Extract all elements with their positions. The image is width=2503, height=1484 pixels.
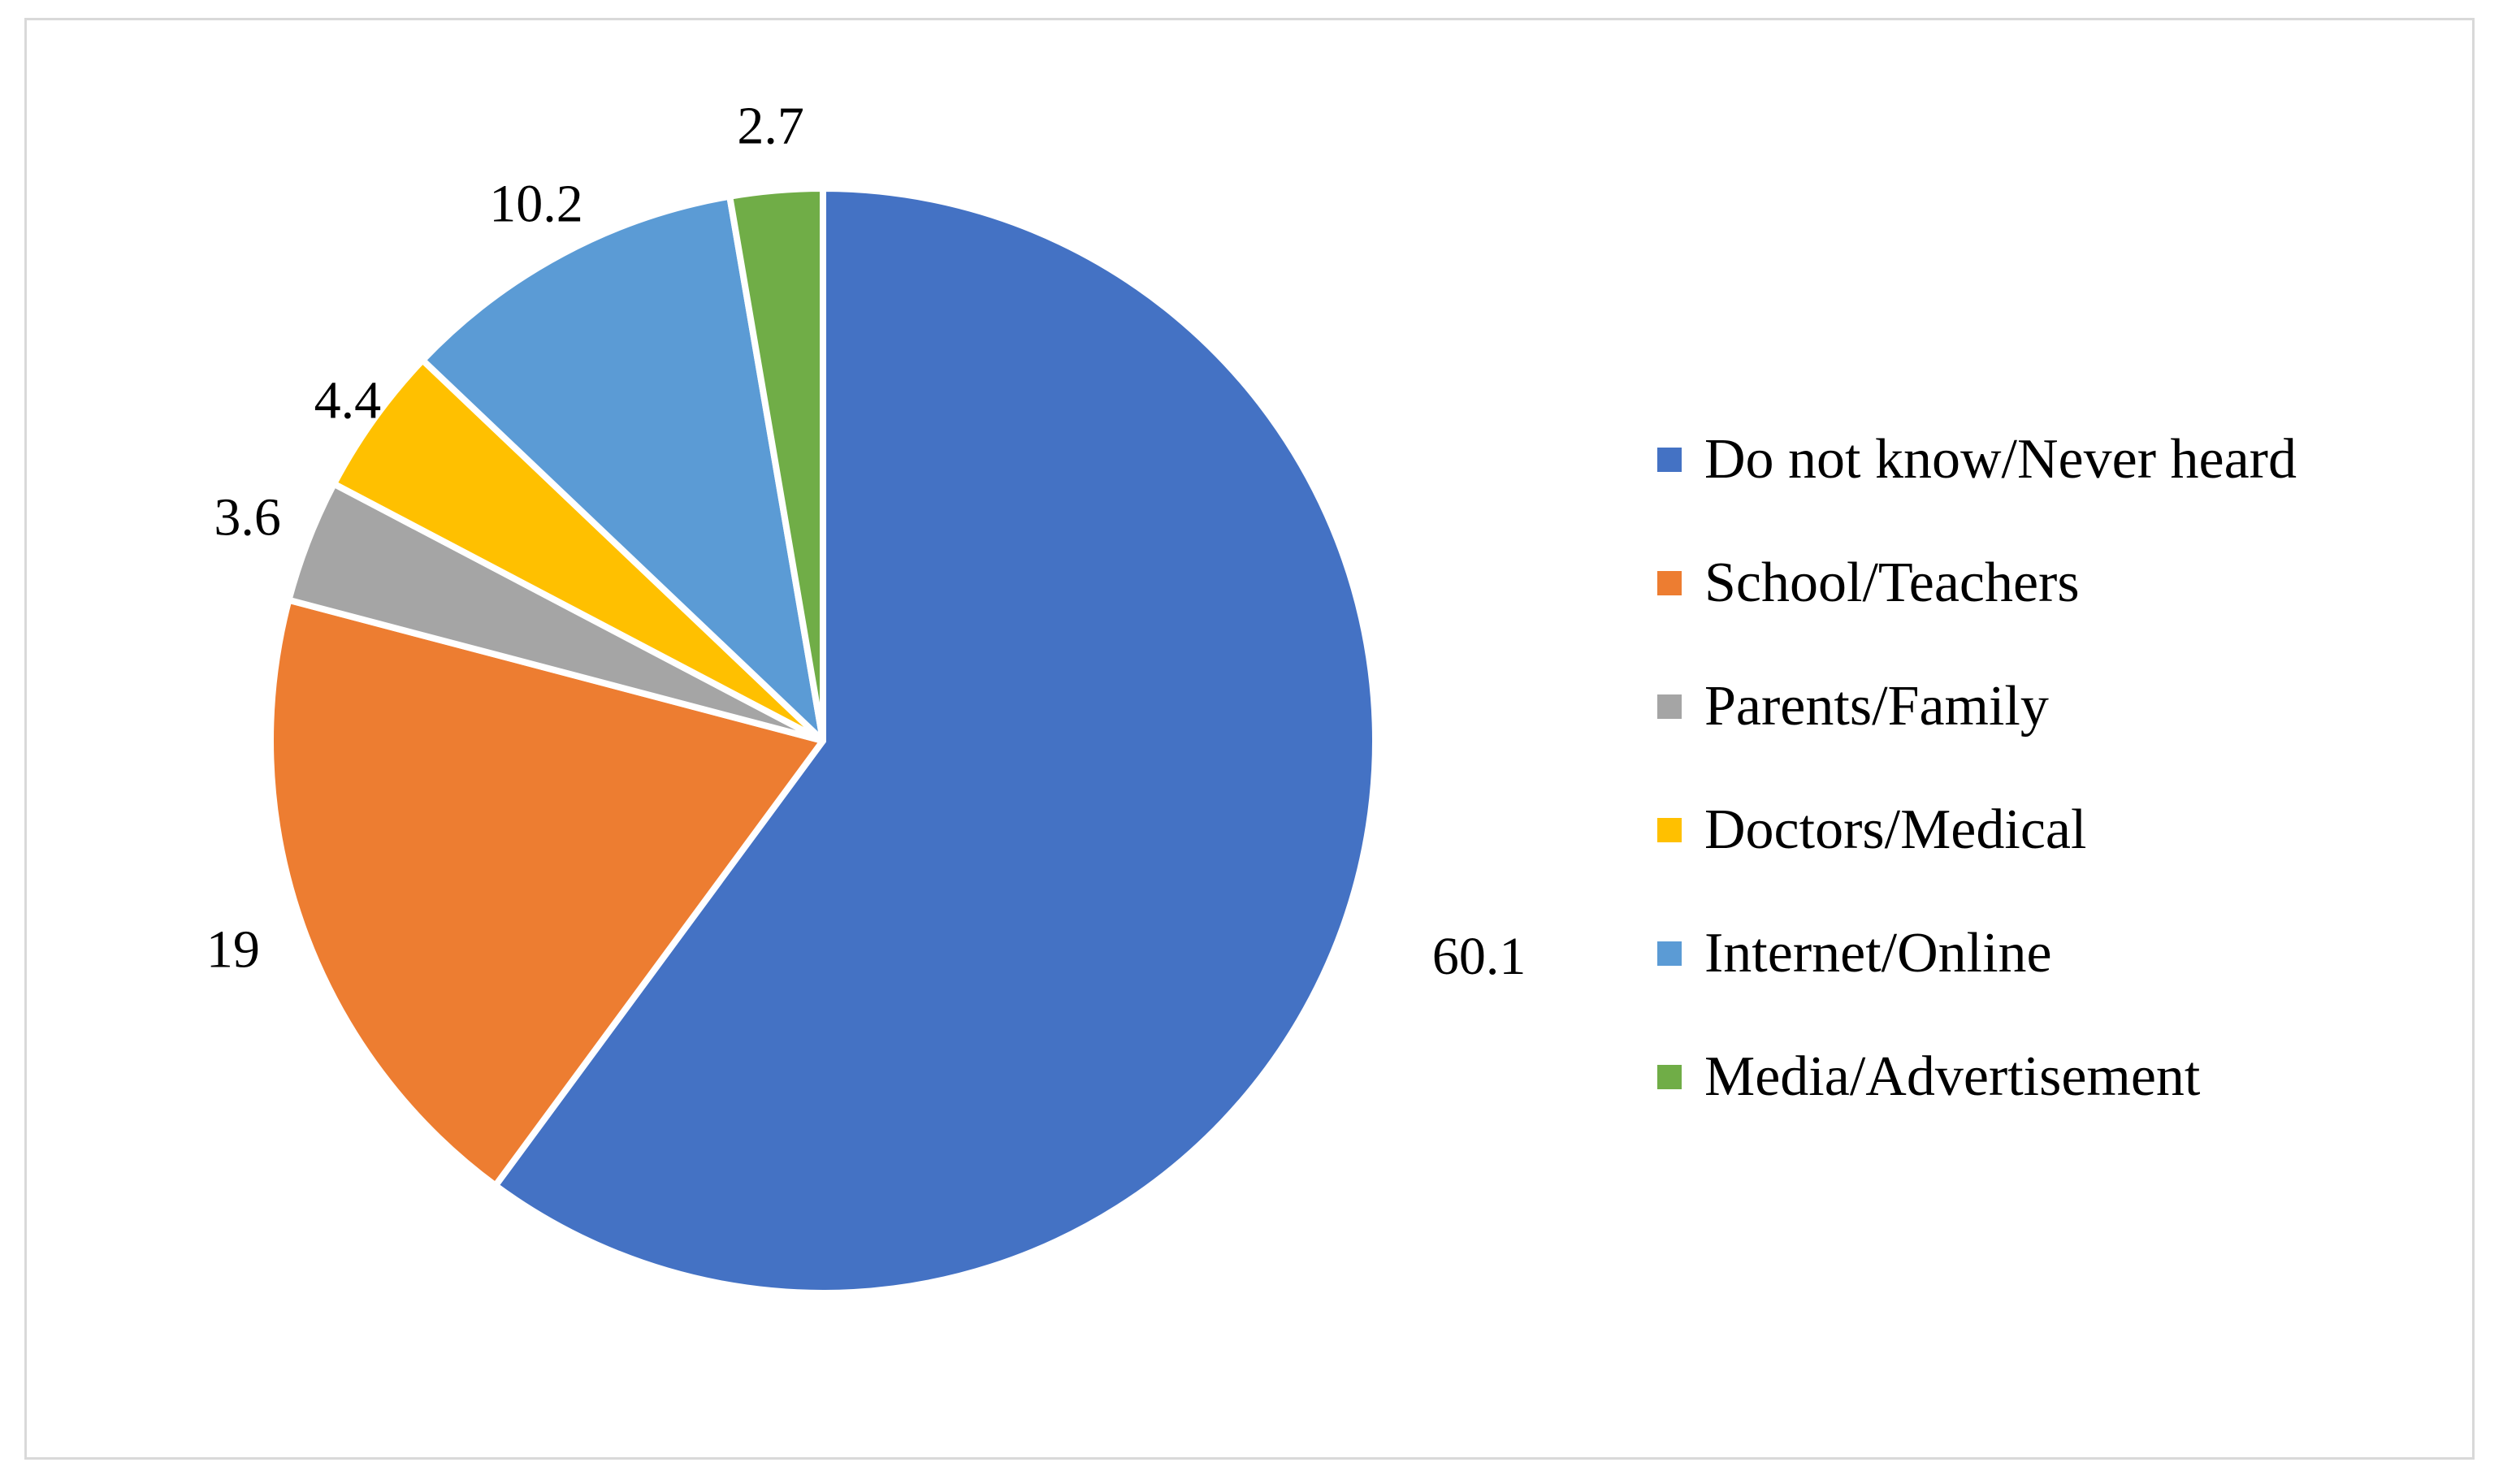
legend-label-do-not-know: Do not know/Never heard xyxy=(1704,428,2297,491)
pie-slice-internet-online xyxy=(419,193,826,744)
legend-item-media-advertisement: Media/Advertisement xyxy=(1657,1015,2470,1139)
legend-label-school-teachers: School/Teachers xyxy=(1704,552,2080,614)
legend-label-parents-family: Parents/Family xyxy=(1704,675,2049,738)
data-label-do-not-know: 60.1 xyxy=(1432,927,1526,986)
legend-item-doctors-medical: Doctors/Medical xyxy=(1657,768,2470,892)
data-label-school-teachers: 19 xyxy=(206,919,260,979)
legend-swatch-parents-family xyxy=(1657,694,1682,719)
legend-item-internet-online: Internet/Online xyxy=(1657,892,2470,1015)
legend-item-parents-family: Parents/Family xyxy=(1657,645,2470,768)
data-label-doctors-medical: 4.4 xyxy=(314,371,382,430)
legend-label-doctors-medical: Doctors/Medical xyxy=(1704,798,2087,861)
legend-label-media-advertisement: Media/Advertisement xyxy=(1704,1045,2201,1108)
legend-swatch-doctors-medical xyxy=(1657,818,1682,842)
data-label-media-advertisement: 2.7 xyxy=(737,97,804,156)
legend-swatch-internet-online xyxy=(1657,941,1682,966)
pie-data-labels: 60.1 19 3.6 4.4 10.2 2.7 xyxy=(206,97,1526,986)
legend-item-school-teachers: School/Teachers xyxy=(1657,521,2470,645)
pie-slice-do-not-know xyxy=(492,185,1379,1296)
pie-slice-school-teachers xyxy=(267,596,826,1189)
data-label-internet-online: 10.2 xyxy=(489,174,583,233)
legend-swatch-media-advertisement xyxy=(1657,1065,1682,1089)
legend: Do not know/Never heard School/Teachers … xyxy=(1657,398,2470,1139)
pie-slice-media-advertisement xyxy=(726,185,826,744)
legend-swatch-school-teachers xyxy=(1657,571,1682,595)
pie-slices xyxy=(267,185,1379,1296)
data-label-parents-family: 3.6 xyxy=(214,488,281,547)
legend-item-do-not-know: Do not know/Never heard xyxy=(1657,398,2470,521)
legend-label-internet-online: Internet/Online xyxy=(1704,922,2052,984)
legend-swatch-do-not-know xyxy=(1657,448,1682,472)
